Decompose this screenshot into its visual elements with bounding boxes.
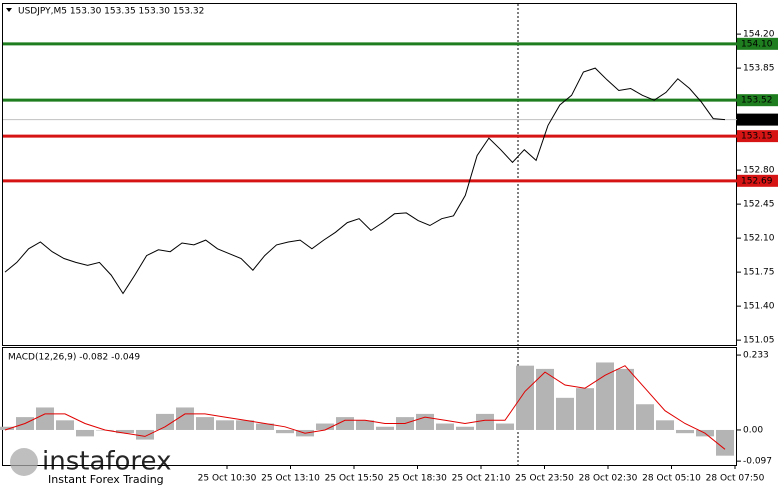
x-tick-label: 28 Oct 02:30	[579, 474, 638, 484]
y-tick-label: 152.10	[743, 234, 775, 244]
histogram-bar	[0, 426, 14, 430]
histogram-bar	[536, 368, 554, 430]
y-tick-label: 151.40	[743, 302, 775, 312]
histogram-bar	[256, 423, 274, 430]
histogram-bar	[656, 420, 674, 430]
x-tick-label: 28 Oct 07:50	[706, 474, 765, 484]
price-line	[4, 67, 726, 295]
signal-line	[4, 365, 726, 450]
histogram-bar	[156, 413, 174, 430]
y-tick-label: 151.75	[743, 268, 775, 278]
level-label: 153.52	[741, 96, 773, 106]
histogram-bar	[356, 420, 374, 430]
macd-title: MACD(12,26,9) -0.082 -0.049	[8, 353, 140, 363]
histogram-bar	[496, 423, 514, 430]
histogram-bar	[676, 429, 694, 434]
histogram-bar	[716, 429, 734, 456]
histogram-bar	[56, 420, 74, 430]
level-label: 152.69	[741, 176, 773, 186]
histogram-bar	[216, 420, 234, 430]
histogram-bar	[136, 429, 154, 440]
level-label-box	[737, 94, 778, 107]
y-tick-label: 153.85	[743, 64, 775, 74]
histogram-bar	[176, 407, 194, 430]
y-tick-label: -0.097	[743, 457, 772, 467]
histogram-bar	[436, 423, 454, 430]
histogram-bar	[556, 397, 574, 430]
y-tick-label: 154.20	[743, 30, 775, 40]
logo-icon	[10, 448, 38, 476]
histogram-bar	[516, 365, 534, 430]
x-tick-label: 25 Oct 15:50	[325, 474, 384, 484]
chart-title: USDJPY,M5 153.30 153.35 153.30 153.32	[18, 7, 204, 17]
current-price-label: 153.32	[741, 115, 773, 125]
level-label-box	[737, 37, 778, 50]
x-tick-label: 25 Oct 13:10	[261, 474, 320, 484]
current-price-box	[737, 113, 778, 126]
y-tick-label: 0.233	[743, 351, 769, 361]
histogram-bar	[76, 429, 94, 437]
histogram-bar	[316, 423, 334, 430]
histogram-bar	[616, 368, 634, 430]
y-tick-label: 151.05	[743, 336, 775, 346]
histogram-bar	[416, 413, 434, 430]
histogram-bar	[636, 404, 654, 430]
histogram-bar	[376, 426, 394, 430]
histogram-bar	[456, 426, 474, 430]
level-label-box	[737, 174, 778, 187]
level-label: 153.15	[741, 132, 773, 142]
x-tick-label: 25 Oct 10:30	[198, 474, 257, 484]
y-tick-label: 152.80	[743, 166, 775, 176]
x-tick-label: 25 Oct 21:10	[452, 474, 511, 484]
x-tick-label: 25 Oct 18:30	[388, 474, 447, 484]
histogram-bar	[276, 429, 294, 434]
histogram-bar	[596, 362, 614, 430]
x-tick-label: 25 Oct 23:50	[515, 474, 574, 484]
level-label-box	[737, 130, 778, 143]
x-tick-label: 28 Oct 05:10	[642, 474, 701, 484]
title-arrow	[6, 8, 12, 12]
price-panel	[2, 3, 737, 346]
histogram-bar	[116, 429, 134, 434]
histogram-bar	[236, 420, 254, 430]
logo-tagline: Instant Forex Trading	[48, 473, 164, 486]
histogram-bar	[36, 407, 54, 430]
y-tick-label: 152.45	[743, 200, 775, 210]
y-tick-label: 0.00	[743, 425, 763, 435]
histogram-bar	[476, 413, 494, 430]
watermark: instaforex Instant Forex Trading	[10, 447, 171, 486]
macd-panel	[2, 347, 737, 466]
histogram-bar	[196, 417, 214, 430]
logo-brand: instaforex	[42, 447, 171, 477]
histogram-bar	[576, 388, 594, 430]
level-label: 154.10	[741, 39, 773, 49]
